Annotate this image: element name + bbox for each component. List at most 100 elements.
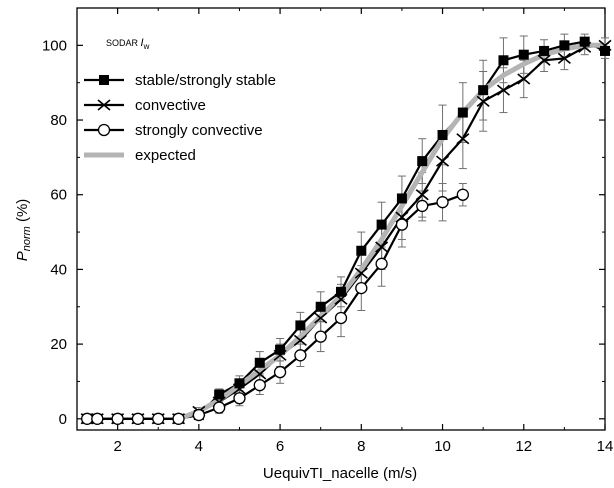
x-tick-label: 14 <box>597 438 614 455</box>
marker-open-circle <box>375 257 388 270</box>
legend-label: expected <box>135 147 196 164</box>
marker-open-circle <box>172 412 185 425</box>
marker-x <box>334 293 348 305</box>
x-tick-label: 4 <box>195 438 203 455</box>
marker-filled-square <box>234 378 245 389</box>
marker-x <box>314 312 328 324</box>
marker-open-circle <box>273 365 287 379</box>
marker-open-circle <box>131 412 145 425</box>
marker-open-circle <box>456 188 469 201</box>
marker-open-circle <box>111 412 124 425</box>
marker-x-stroke <box>232 383 246 395</box>
marker-x-stroke <box>557 52 571 65</box>
marker-x-stroke <box>273 349 287 361</box>
marker-x-stroke <box>314 312 328 324</box>
marker-x <box>517 73 531 85</box>
marker-x <box>496 84 510 96</box>
marker-x <box>253 368 267 380</box>
marker-x-stroke <box>253 368 267 380</box>
marker-x-stroke <box>293 334 307 346</box>
marker-filled-square <box>356 245 367 256</box>
marker-x <box>293 334 307 346</box>
marker-filled-square <box>559 40 570 51</box>
marker-filled-square <box>457 107 468 118</box>
marker-open-circle <box>152 412 165 425</box>
y-tick-label: 40 <box>50 261 67 278</box>
marker-filled-square <box>254 357 265 368</box>
marker-x <box>598 39 612 51</box>
x-tick-label: 2 <box>113 438 121 455</box>
marker-filled-square <box>437 129 448 140</box>
x-tick-label: 6 <box>276 438 284 455</box>
marker-filled-square <box>376 219 387 230</box>
marker-filled-square <box>396 193 407 204</box>
marker-x-stroke <box>517 73 531 85</box>
marker-open-circle <box>355 281 368 295</box>
legend-marker <box>97 99 111 111</box>
marker-x <box>578 41 592 53</box>
marker-open-circle <box>334 311 348 325</box>
marker-x-stroke <box>496 84 510 96</box>
marker-x-stroke <box>598 39 612 51</box>
marker-filled-square <box>417 156 428 167</box>
marker-open-circle <box>213 401 226 414</box>
marker-open-circle <box>81 412 94 425</box>
series-markers <box>80 36 612 425</box>
marker-x-stroke <box>415 189 429 201</box>
legend-marker-stroke <box>97 99 111 111</box>
marker-x-stroke <box>334 293 348 305</box>
marker-filled-square <box>539 45 550 56</box>
axis-tick-labels: 2 4 6 8 10 12 14 0 20 40 60 80 100 <box>42 37 613 455</box>
marker-open-circle <box>91 412 104 425</box>
legend-marker <box>99 75 109 85</box>
series-line-3 <box>176 42 608 422</box>
error-bars <box>83 33 609 422</box>
marker-filled-square <box>336 286 346 297</box>
legend: stable/strongly stable convective strongly… <box>84 72 276 164</box>
marker-open-circle <box>436 196 449 209</box>
chart-annotation: SODAR Iw <box>106 37 150 51</box>
x-tick-label: 12 <box>515 438 532 455</box>
marker-x <box>354 267 368 279</box>
marker-x <box>476 95 490 107</box>
marker-x-stroke <box>476 95 490 107</box>
marker-x <box>415 189 429 201</box>
marker-open-circle <box>192 408 205 422</box>
marker-x-stroke <box>537 54 551 66</box>
legend-label: stable/strongly stable <box>135 72 276 89</box>
marker-filled-square <box>579 36 590 47</box>
marker-x <box>537 54 551 66</box>
y-tick-label: 100 <box>42 37 67 54</box>
marker-filled-square <box>600 45 610 56</box>
marker-filled-square <box>518 49 529 60</box>
marker-x-stroke <box>456 133 470 145</box>
marker-open-circle <box>253 379 266 392</box>
marker-filled-square <box>214 389 225 400</box>
axis-ticks <box>76 8 606 430</box>
marker-x <box>436 155 450 167</box>
y-tick-label: 20 <box>50 336 67 353</box>
y-tick-label: 0 <box>59 411 67 428</box>
marker-filled-square <box>295 320 306 331</box>
x-axis-title: UequivTI_nacelle (m/s) <box>263 465 417 482</box>
y-tick-label: 80 <box>50 112 67 129</box>
marker-open-circle <box>395 218 409 231</box>
marker-filled-square <box>478 85 489 96</box>
marker-x-stroke <box>578 41 592 53</box>
marker-open-circle <box>233 392 246 405</box>
marker-filled-square <box>275 344 286 355</box>
marker-x-stroke <box>354 267 368 279</box>
marker-x <box>232 383 246 395</box>
legend-label: strongly convective <box>135 122 263 139</box>
legend-marker <box>97 123 111 137</box>
marker-x <box>375 241 389 253</box>
y-tick-label: 60 <box>50 187 67 204</box>
legend-label: convective <box>135 97 206 114</box>
x-tick-label: 10 <box>434 438 451 455</box>
marker-filled-square <box>498 55 509 66</box>
plot-frame <box>76 7 606 431</box>
marker-x-stroke <box>436 155 450 167</box>
marker-x <box>273 349 287 361</box>
marker-x <box>557 52 571 65</box>
